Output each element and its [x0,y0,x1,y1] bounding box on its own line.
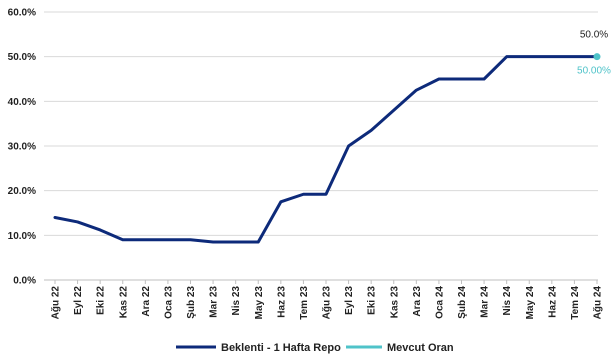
x-tick-label: Haz 24 [547,286,558,318]
x-axis [44,279,598,284]
gridlines [44,11,598,236]
x-tick-label: Tem 24 [570,286,581,320]
x-tick-label: Eki 22 [96,286,107,315]
y-tick-label: 50.0% [8,52,36,63]
y-tick-label: 0.0% [13,276,36,287]
x-tick-label: Ağu 24 [593,286,604,320]
x-tick-label: Eki 23 [367,286,378,315]
x-tick-label: Eyl 23 [344,286,355,315]
y-tick-label: 20.0% [8,186,36,197]
x-tick-label: Nis 24 [502,286,513,316]
x-tick-label: Mar 24 [480,286,491,318]
legend-label: Mevcut Oran [387,342,454,354]
x-tick-label: May 24 [525,286,536,320]
series-lines [53,55,599,244]
x-tick-label: Oca 24 [434,286,445,319]
x-tick-label: Şub 24 [457,286,468,319]
y-tick-label: 10.0% [8,231,36,242]
x-tick-label: Ağu 23 [322,286,333,320]
x-tick-label: Mar 23 [209,286,220,318]
y-tick-label: 60.0% [8,8,36,19]
x-tick-label: Kas 22 [118,286,129,319]
series-point-1 [593,53,601,61]
x-tick-label: May 23 [254,286,265,320]
x-tick-label: Tem 23 [299,286,310,320]
data-label: 50.00% [577,66,611,77]
x-tick-label: Ağu 22 [51,286,62,320]
series-points [593,53,601,61]
x-tick-label: Haz 23 [276,286,287,318]
x-tick-label: Ara 23 [412,286,423,317]
x-tick-label: Ara 22 [141,286,152,317]
y-axis-ticks: 0.0% 10.0% 20.0% 30.0% 40.0% 50.0% 60.0% [8,8,36,287]
x-tick-label: Nis 23 [231,286,242,316]
x-tick-label: Kas 23 [389,286,400,319]
legend-label: Beklenti - 1 Hafta Repo [221,342,341,354]
x-tick-label: Şub 23 [186,286,197,319]
y-tick-label: 40.0% [8,97,36,108]
series-line-0 [53,55,599,244]
annotations: 50.0% 50.00% [577,30,611,77]
x-tick-label: Eyl 22 [73,286,84,315]
y-tick-label: 30.0% [8,142,36,153]
legend: Beklenti - 1 Hafta Repo Mevcut Oran [176,342,454,354]
x-axis-ticks: Ağu 22 Eyl 22 Eki 22 Kas 22 Ara 22 Oca 23 Şub … [51,286,604,320]
data-label: 50.0% [580,30,608,41]
x-tick-label: Oca 23 [163,286,174,319]
